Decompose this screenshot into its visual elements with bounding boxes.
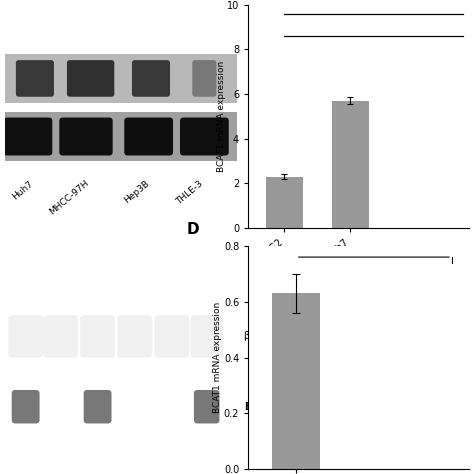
FancyBboxPatch shape: [180, 118, 229, 155]
FancyBboxPatch shape: [67, 60, 114, 97]
FancyBboxPatch shape: [84, 390, 111, 423]
FancyBboxPatch shape: [124, 118, 173, 155]
Bar: [266, 177, 302, 228]
FancyBboxPatch shape: [194, 390, 219, 423]
Text: MHCC-97H: MHCC-97H: [48, 179, 91, 217]
Text: Huh7: Huh7: [11, 179, 35, 201]
Text: N: N: [203, 262, 210, 272]
FancyBboxPatch shape: [118, 315, 152, 357]
Bar: [332, 101, 369, 228]
FancyBboxPatch shape: [8, 315, 43, 357]
Text: Hep3B: Hep3B: [122, 179, 151, 205]
FancyBboxPatch shape: [132, 60, 170, 97]
FancyBboxPatch shape: [12, 390, 39, 423]
Y-axis label: BCAT1 mRNA expression: BCAT1 mRNA expression: [213, 302, 222, 413]
FancyBboxPatch shape: [4, 118, 52, 155]
Y-axis label: BCAT1 mRNA expression: BCAT1 mRNA expression: [217, 61, 226, 172]
Text: T: T: [95, 262, 100, 272]
FancyBboxPatch shape: [43, 315, 78, 357]
Text: BCAT1: BCAT1: [244, 402, 279, 412]
Text: THLE-3: THLE-3: [174, 179, 204, 206]
Text: β –actin: β –actin: [244, 331, 283, 341]
Text: D: D: [186, 222, 199, 237]
FancyBboxPatch shape: [80, 315, 115, 357]
FancyBboxPatch shape: [155, 315, 189, 357]
Text: T: T: [23, 262, 28, 272]
Bar: [272, 293, 320, 469]
FancyBboxPatch shape: [191, 315, 223, 357]
Bar: [5, 112, 237, 161]
FancyBboxPatch shape: [192, 60, 217, 97]
FancyBboxPatch shape: [16, 60, 54, 97]
Text: T: T: [169, 262, 175, 272]
Text: N: N: [57, 262, 64, 272]
FancyBboxPatch shape: [59, 118, 113, 155]
Bar: [5, 54, 237, 103]
Text: N: N: [131, 262, 138, 272]
